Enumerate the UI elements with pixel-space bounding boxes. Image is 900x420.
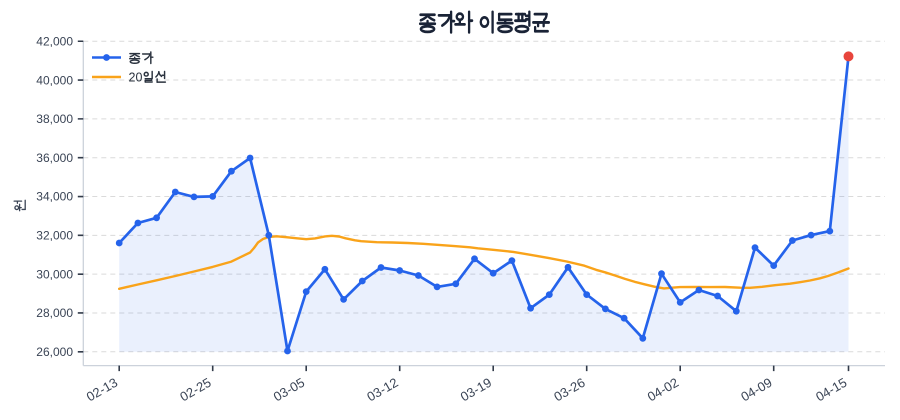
svg-text:38,000: 38,000	[36, 112, 73, 126]
svg-text:36,000: 36,000	[36, 151, 73, 165]
svg-text:32,000: 32,000	[36, 229, 73, 243]
svg-text:26,000: 26,000	[36, 345, 73, 359]
svg-text:20: 20	[129, 71, 143, 85]
svg-text:30,000: 30,000	[36, 267, 73, 281]
svg-text:34,000: 34,000	[36, 190, 73, 204]
svg-text:28,000: 28,000	[36, 306, 73, 320]
svg-text:42,000: 42,000	[36, 34, 73, 48]
svg-text:40,000: 40,000	[36, 73, 73, 87]
